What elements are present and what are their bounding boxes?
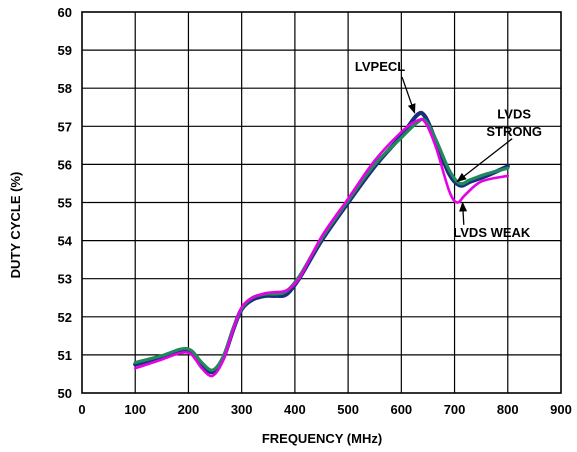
y-tick-label: 55 — [58, 196, 72, 211]
y-tick-label: 51 — [58, 348, 72, 363]
annotations: LVPECL LVDS STRONG LVDS WEAK — [355, 59, 542, 240]
x-tick-label: 300 — [231, 402, 253, 417]
x-tick-label: 400 — [284, 402, 306, 417]
x-axis-title: FREQUENCY (MHz) — [262, 431, 382, 446]
y-tick-label: 56 — [58, 157, 72, 172]
y-tick-label: 58 — [58, 81, 72, 96]
annotation-arrow — [401, 76, 416, 114]
plot-frame — [81, 11, 562, 394]
x-tick-label: 0 — [78, 402, 85, 417]
x-tick-label: 500 — [337, 402, 359, 417]
annotation-label: LVPECL — [355, 59, 405, 74]
series-line-lvpecl — [133, 110, 510, 375]
x-tick-labels: 0 100 200 300 400 500 600 700 800 900 — [78, 402, 571, 417]
series-line-lvds-weak — [133, 117, 510, 378]
y-tick-label: 52 — [58, 310, 72, 325]
y-tick-label: 60 — [58, 5, 72, 20]
series-lines — [133, 110, 510, 378]
y-tick-label: 54 — [58, 234, 73, 249]
grid — [82, 12, 561, 393]
y-tick-label: 50 — [58, 386, 72, 401]
x-tick-label: 800 — [497, 402, 519, 417]
annotation-label: STRONG — [486, 124, 542, 139]
plot-border — [81, 11, 562, 394]
series-line-lvds-strong — [133, 117, 510, 372]
annotation-arrow — [456, 138, 513, 183]
y-axis-title: DUTY CYCLE (%) — [8, 172, 23, 279]
x-tick-label: 600 — [390, 402, 412, 417]
annotation-arrow — [459, 201, 468, 225]
x-tick-label: 900 — [550, 402, 572, 417]
y-tick-labels: 50 51 52 53 54 55 56 57 58 59 60 — [58, 5, 73, 401]
annotation-label: LVDS — [497, 107, 531, 122]
y-tick-label: 57 — [58, 119, 72, 134]
x-tick-label: 200 — [178, 402, 200, 417]
y-tick-label: 59 — [58, 43, 72, 58]
x-tick-label: 700 — [444, 402, 466, 417]
y-tick-label: 53 — [58, 272, 72, 287]
x-tick-label: 100 — [124, 402, 146, 417]
annotation-label: LVDS WEAK — [453, 225, 531, 240]
